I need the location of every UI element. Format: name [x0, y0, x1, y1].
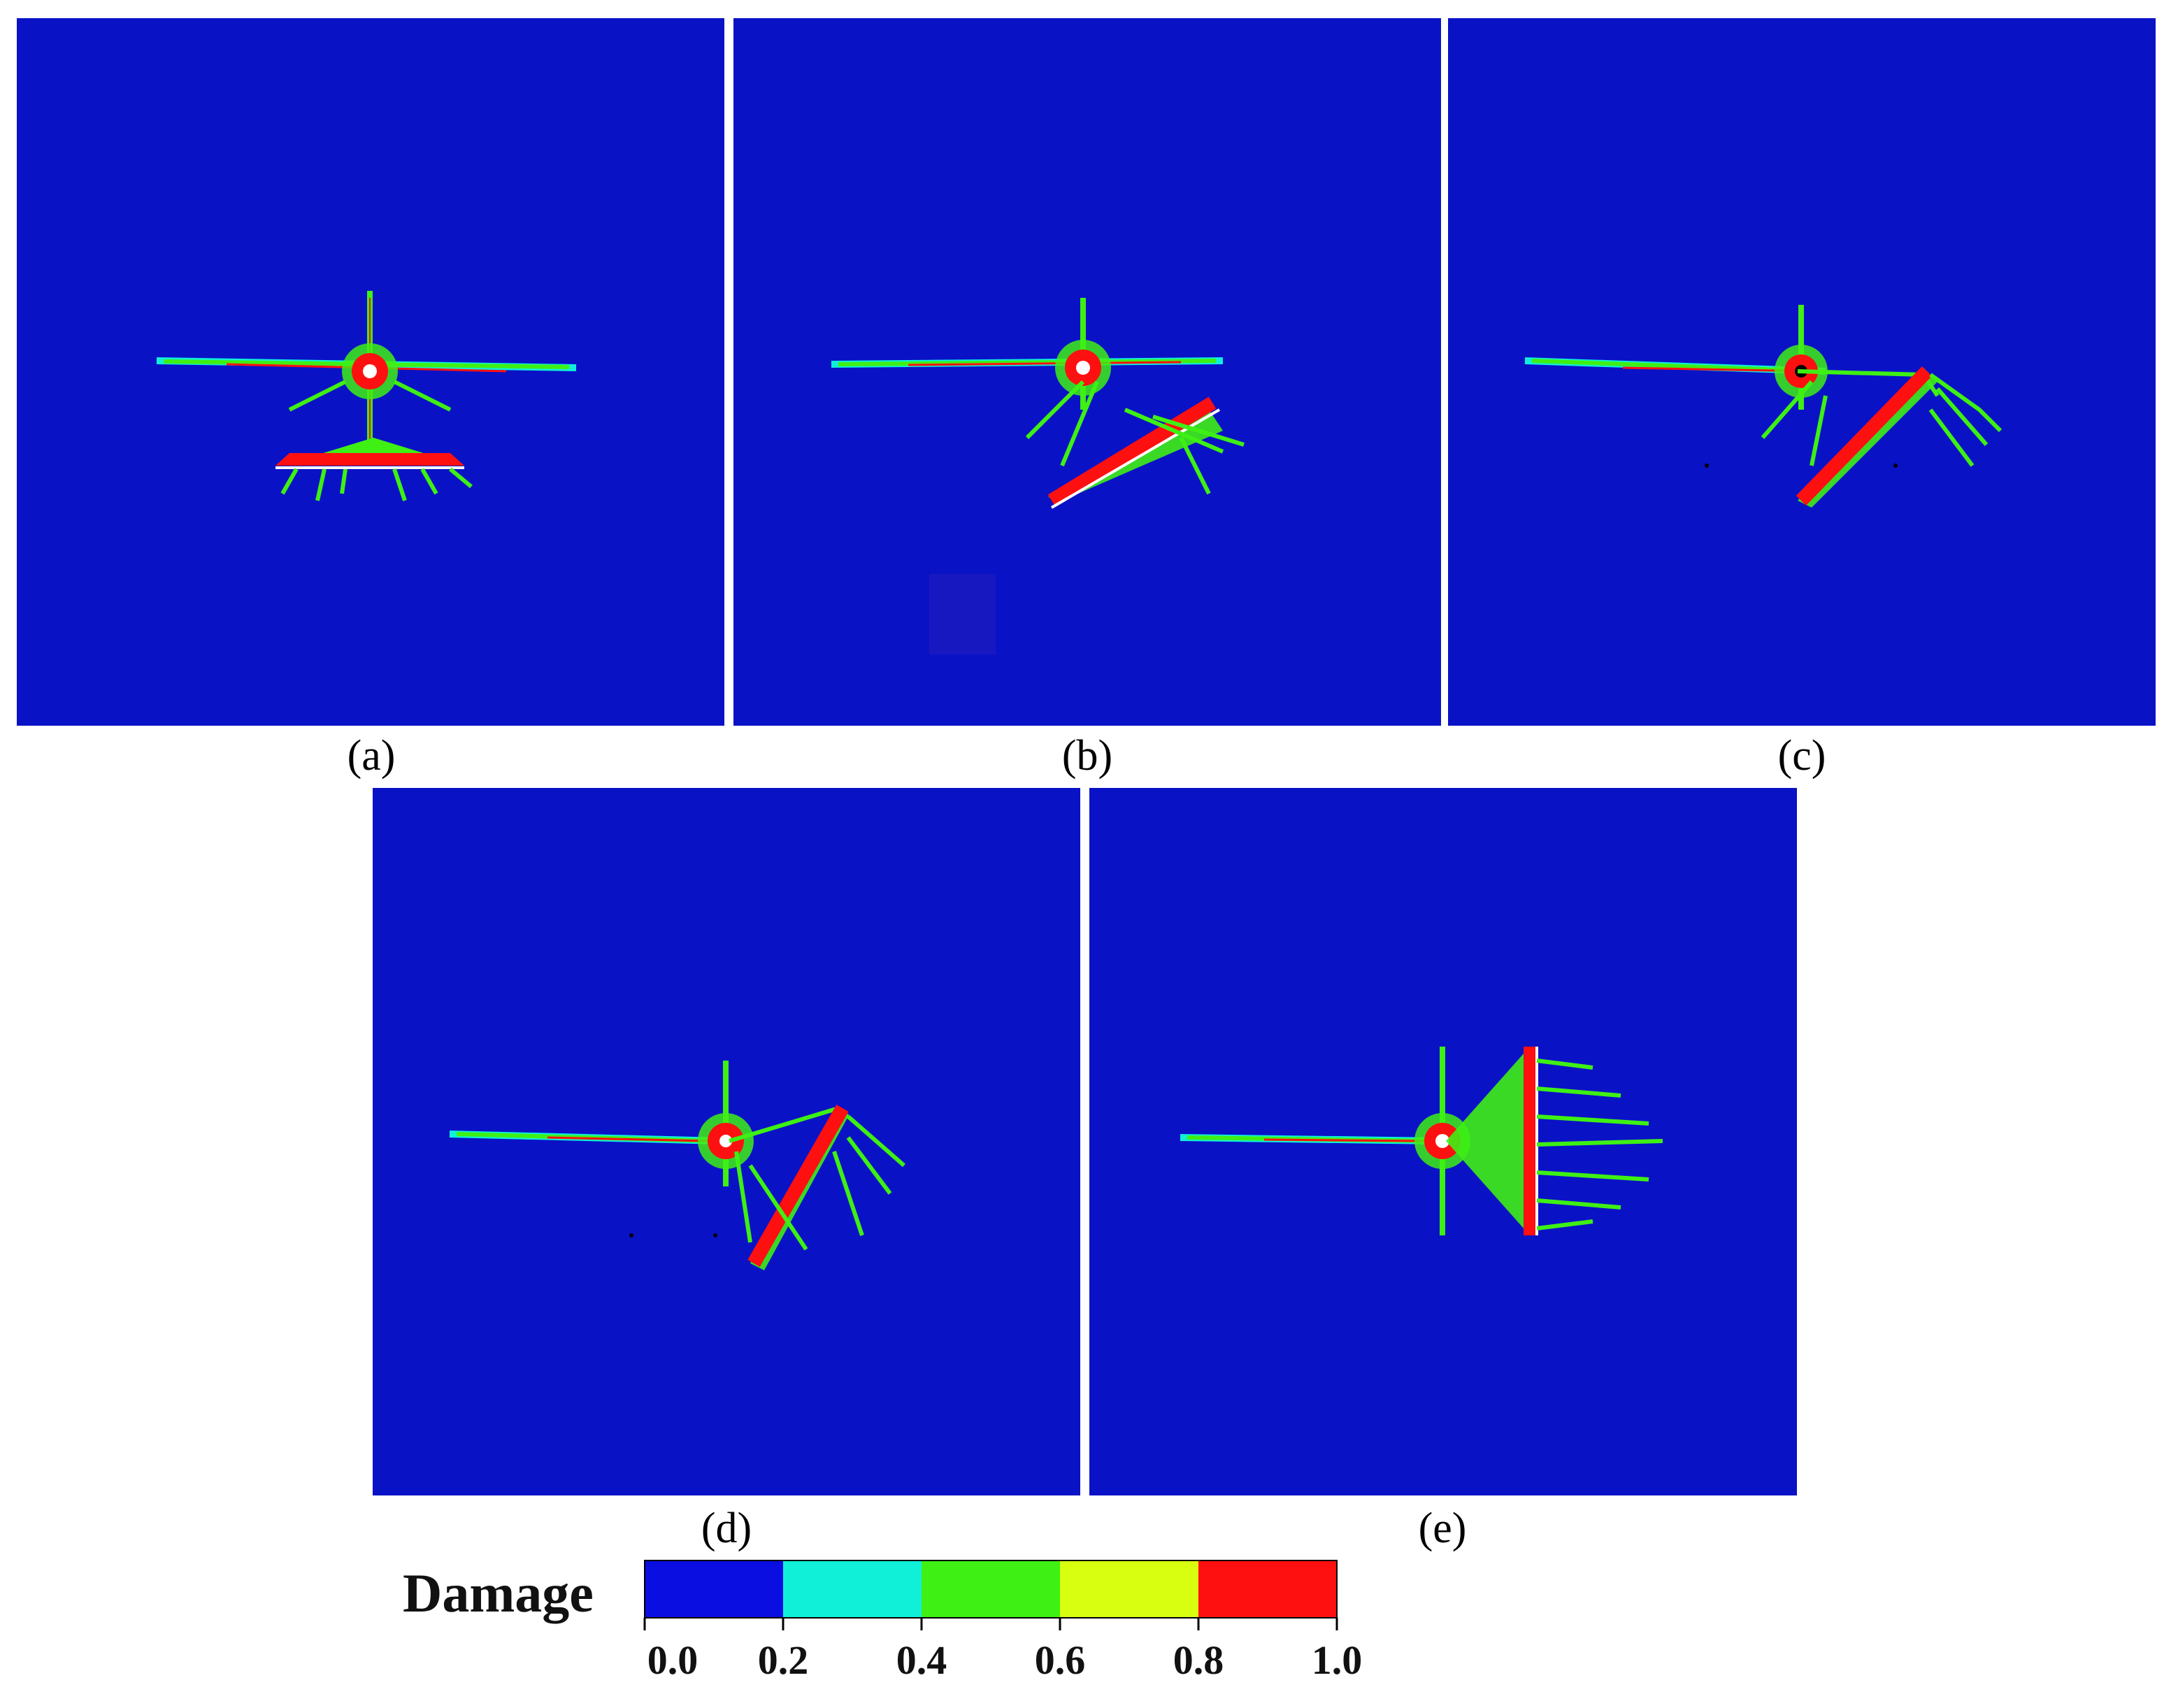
- colorbar-segment-1: [783, 1560, 922, 1618]
- colorbar-segment-3: [1060, 1560, 1198, 1618]
- colorbar-segment-0: [645, 1560, 783, 1618]
- colorbar: 0.0 0.2 0.4 0.6 0.8 1.0: [643, 1560, 1363, 1683]
- damage-panel-b: [733, 18, 1441, 726]
- colorbar-segment-4: [1198, 1560, 1337, 1618]
- damage-panel-d: [373, 788, 1080, 1495]
- damage-panel-e: [1089, 788, 1797, 1495]
- damage-panel-c: [1448, 18, 2156, 726]
- colorbar-tick-label-5: 1.0: [1312, 1637, 1363, 1683]
- panel-caption-e: (e): [1418, 1505, 1467, 1552]
- panel-caption-d: (d): [701, 1505, 752, 1552]
- colorbar-outline: [644, 1560, 1338, 1619]
- colorbar-tick-label-1: 0.2: [758, 1637, 809, 1683]
- colorbar-segment-2: [922, 1560, 1060, 1618]
- colorbar-title: Damage: [403, 1563, 594, 1623]
- crack-pattern-b: [831, 298, 1245, 509]
- crack-pattern-a: [156, 291, 577, 501]
- colorbar-tick-label-3: 0.6: [1035, 1637, 1086, 1683]
- panel-caption-b: (b): [1061, 732, 1113, 780]
- crack-pattern-c: [1524, 305, 2002, 508]
- colorbar-tick-label-4: 0.8: [1173, 1637, 1224, 1683]
- colorbar-tick-label-2: 0.4: [896, 1637, 947, 1683]
- colorbar-tick-label-0: 0.0: [647, 1637, 698, 1683]
- panel-caption-c: (c): [1777, 732, 1826, 780]
- panel-caption-a: (a): [347, 732, 396, 780]
- crack-pattern-d: [449, 1061, 905, 1270]
- crack-pattern-e: [1180, 1047, 1663, 1235]
- damage-panel-a: [17, 18, 724, 726]
